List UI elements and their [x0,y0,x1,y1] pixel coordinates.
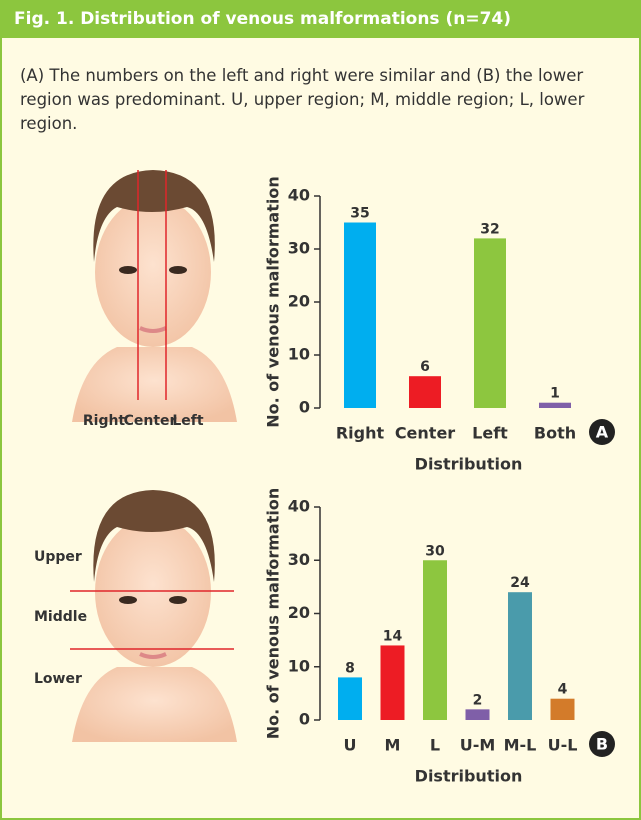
face-a [72,170,237,422]
y-tick-label: 10 [288,345,310,364]
face-label: Left [172,413,204,429]
value-label: 8 [345,660,355,676]
value-label: 24 [510,575,530,591]
y-axis-title: No. of venous malformation [264,488,283,739]
value-label: 4 [558,682,568,698]
value-label: 14 [383,628,403,644]
value-label: 30 [425,543,445,559]
figure: Fig. 1. Distribution of venous malformat… [0,0,641,820]
y-tick-label: 20 [288,603,310,622]
y-tick-label: 30 [288,550,310,569]
value-label: 32 [480,221,499,237]
x-tick-label: Right [336,424,385,443]
x-tick-label: U-M [460,736,496,755]
face-label: Center [124,413,177,429]
y-tick-label: 30 [288,239,310,258]
face-label: Middle [34,609,87,625]
value-label: 6 [420,359,430,375]
x-axis-title: Distribution [415,455,523,474]
bar [338,677,362,720]
x-tick-label: L [430,736,440,755]
panel-label: B [596,735,608,754]
value-label: 2 [473,692,483,708]
value-label: 35 [350,206,369,222]
y-tick-label: 40 [288,497,310,516]
bar [539,403,571,408]
x-tick-label: Center [395,424,455,443]
y-axis-title: No. of venous malformation [264,176,283,427]
face-b [70,490,237,742]
x-tick-label: Left [472,424,508,443]
bar [551,699,575,720]
face-label: Right [83,413,126,429]
bar [409,376,441,408]
y-tick-label: 10 [288,656,310,675]
x-tick-label: M [385,736,401,755]
x-tick-label: M-L [504,736,537,755]
x-axis-title: Distribution [415,767,523,786]
x-tick-label: U [344,736,357,755]
face-label: Lower [34,671,82,687]
bar [474,238,506,408]
y-tick-label: 20 [288,292,310,311]
value-label: 1 [550,386,560,402]
face-label: Upper [34,549,82,565]
panel-label: A [596,423,609,442]
bar [466,709,490,720]
x-tick-label: U-L [548,736,578,755]
figure-art: RightCenterLeftUpperMiddleLower010203040… [2,2,639,818]
y-tick-label: 0 [299,710,310,729]
bar [423,560,447,720]
bar [381,645,405,720]
bar [344,223,376,409]
x-tick-label: Both [534,424,576,443]
bar [508,592,532,720]
y-tick-label: 40 [288,186,310,205]
y-tick-label: 0 [299,398,310,417]
